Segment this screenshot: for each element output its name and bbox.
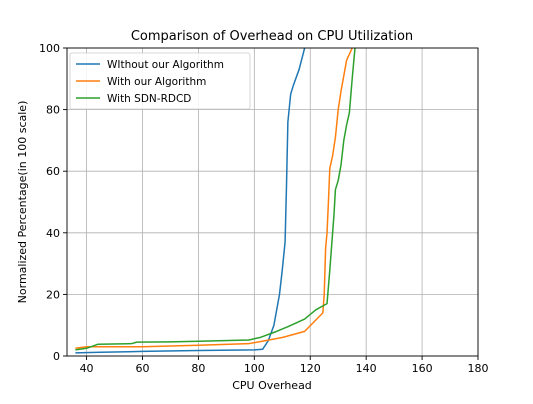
- x-tick-label: 60: [135, 362, 149, 375]
- x-tick-label: 180: [468, 362, 489, 375]
- x-tick-label: 80: [191, 362, 205, 375]
- plot-frame: [66, 47, 479, 357]
- x-tick-label: 140: [356, 362, 377, 375]
- axis-ticks: 40 60 80 100 120 140 160 180 0 20 40 60 80 100: [39, 42, 489, 375]
- series-line-1: [75, 47, 306, 354]
- x-tick-label: 160: [412, 362, 433, 375]
- legend-label-3: With SDN-RDCD: [107, 93, 191, 105]
- y-tick-label: 0: [53, 350, 60, 363]
- chart-title: Comparison of Overhead on CPU Utilizatio…: [131, 29, 413, 44]
- legend-box: [69, 52, 251, 110]
- legend-label-2: With our Algorithm: [107, 76, 206, 88]
- y-tick-label: 60: [46, 165, 60, 178]
- x-tick-label: 40: [80, 362, 94, 375]
- legend-label-1: WIthout our Algorithm: [107, 59, 224, 71]
- x-tick-label: 100: [244, 362, 265, 375]
- x-axis-label: CPU Overhead: [232, 379, 312, 392]
- y-tick-label: 20: [46, 288, 60, 301]
- y-tick-label: 80: [46, 104, 60, 117]
- legend: WIthout our Algorithm With our Algorithm W…: [69, 52, 251, 110]
- y-axis-label: Normalized Percentage(in 100 scale): [16, 101, 29, 304]
- series-line-2: [75, 47, 353, 350]
- y-tick-label: 100: [39, 42, 60, 55]
- y-tick-label: 40: [46, 227, 60, 240]
- series-line-3: [75, 47, 356, 351]
- x-tick-label: 120: [300, 362, 321, 375]
- series-lines: [75, 47, 356, 354]
